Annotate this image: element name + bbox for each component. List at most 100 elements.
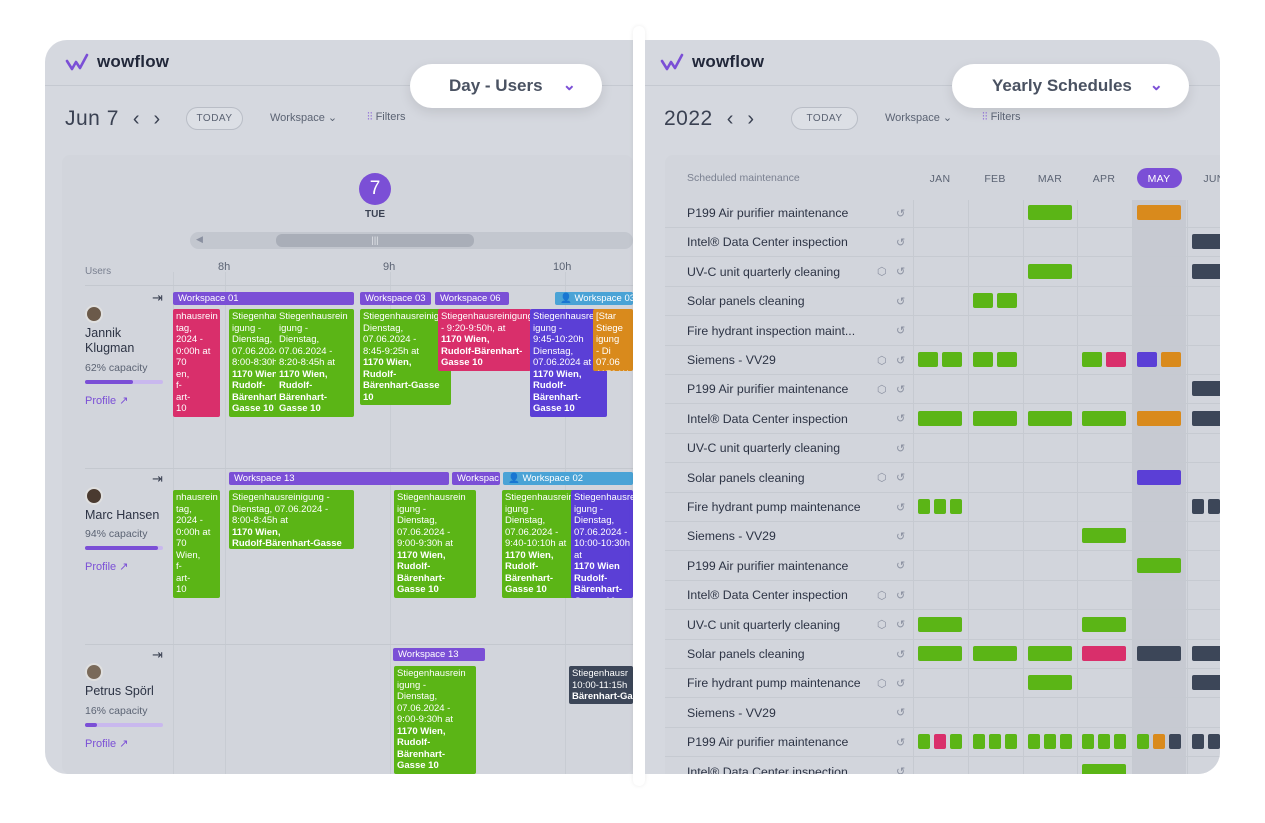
schedule-block[interactable] — [1082, 763, 1126, 774]
schedule-block[interactable] — [1192, 381, 1220, 397]
history-icon[interactable]: ↺ — [896, 236, 906, 249]
schedule-block[interactable] — [1028, 410, 1072, 426]
event-card[interactable]: Stiegenhausr 10:00-11:15h Bärenhart-Ga — [569, 666, 633, 704]
scrollbar-thumb[interactable]: ||| — [276, 234, 474, 247]
maintenance-row[interactable]: Intel® Data Center inspection ↺ — [665, 758, 1220, 774]
schedule-block[interactable] — [1137, 557, 1181, 573]
assign-icon[interactable]: ⇥ — [152, 290, 163, 305]
schedule-block[interactable] — [1153, 734, 1165, 750]
schedule-block[interactable] — [1137, 734, 1149, 750]
schedule-block[interactable] — [1044, 734, 1056, 750]
schedule-block[interactable] — [1169, 734, 1181, 750]
schedule-block[interactable] — [973, 734, 985, 750]
schedule-block[interactable] — [973, 293, 993, 309]
event-card[interactable]: Stiegenhausreinigung - Dienstag, 07.06.2… — [360, 309, 451, 405]
schedule-block[interactable] — [918, 646, 962, 661]
schedule-block[interactable] — [1060, 734, 1072, 750]
maintenance-row[interactable]: P199 Air purifier maintenance ⬡ ↺ — [665, 375, 1220, 405]
schedule-block[interactable] — [1192, 734, 1204, 750]
schedule-block[interactable] — [1208, 499, 1220, 514]
schedule-block[interactable] — [1082, 734, 1094, 750]
schedule-block[interactable] — [1082, 352, 1102, 367]
schedule-block[interactable] — [1137, 352, 1157, 367]
workspace-label[interactable]: Workspace 13 — [229, 472, 449, 485]
event-card[interactable]: Stiegenhausreinigung - 9:20-9:50h, at 117… — [438, 309, 531, 371]
history-icon[interactable]: ↺ — [896, 207, 906, 220]
event-card[interactable]: [Star Stiege igung - Di 07.06 1170 W — [593, 309, 633, 371]
schedule-block[interactable] — [1028, 734, 1040, 750]
history-icon[interactable]: ↺ — [896, 736, 906, 749]
schedule-block[interactable] — [1106, 352, 1126, 367]
schedule-block[interactable] — [1192, 675, 1220, 691]
schedule-block[interactable] — [973, 352, 993, 367]
event-card[interactable]: Stiegenhausreinigung - Dienstag, 07.06.2… — [229, 490, 354, 549]
history-icon[interactable]: ↺ — [896, 383, 906, 396]
today-button[interactable]: TODAY — [791, 107, 858, 130]
maintenance-row[interactable]: Intel® Data Center inspection ↺ — [665, 405, 1220, 434]
event-card[interactable]: Stiegenhausrein igung - Dienstag, 07.06.… — [276, 309, 354, 417]
event-card[interactable]: Stiegenhausrein igung - Dienstag, 07.06.… — [571, 490, 633, 598]
assign-icon[interactable]: ⇥ — [152, 647, 163, 662]
profile-link[interactable]: Profile ↗ — [85, 738, 129, 750]
workspace-label[interactable]: 👤 Workspace 03 — [555, 292, 633, 305]
schedule-block[interactable] — [918, 616, 962, 632]
schedule-block[interactable] — [1114, 734, 1126, 750]
assign-icon[interactable]: ⇥ — [152, 471, 163, 486]
month-header[interactable]: APR — [1092, 173, 1116, 185]
history-icon[interactable]: ↺ — [896, 707, 906, 720]
workspace-label[interactable]: Workspace 06 — [435, 292, 509, 305]
maintenance-row[interactable]: Siemens - VV29 ↺ — [665, 699, 1220, 728]
schedule-block[interactable] — [1082, 616, 1126, 632]
schedule-block[interactable] — [997, 352, 1017, 367]
schedule-block[interactable] — [989, 734, 1001, 750]
day-number-badge[interactable]: 7 — [359, 173, 391, 205]
workspace-label[interactable]: Workspace 03 — [360, 292, 431, 305]
prev-arrow-icon[interactable]: ‹ — [132, 107, 140, 130]
panel-divider[interactable] — [633, 26, 645, 786]
schedule-block[interactable] — [1028, 675, 1072, 691]
horizontal-scrollbar[interactable]: ◀ ||| — [190, 232, 633, 249]
schedule-block[interactable] — [1137, 205, 1181, 220]
event-card[interactable]: Stiegenhausrein igung - Dienstag, 07.06.… — [394, 666, 476, 774]
filters-button[interactable]: ⫶⫶ Filters — [367, 111, 406, 124]
month-header[interactable]: FEB — [984, 173, 1006, 185]
maintenance-row[interactable]: UV-C unit quarterly cleaning ↺ — [665, 434, 1220, 464]
user-name[interactable]: Petrus Spörl — [85, 684, 154, 698]
history-icon[interactable]: ↺ — [896, 266, 906, 279]
month-header[interactable]: JUN — [1203, 173, 1220, 185]
schedule-block[interactable] — [1028, 263, 1072, 279]
history-icon[interactable]: ↺ — [896, 413, 906, 426]
history-icon[interactable]: ↺ — [896, 354, 906, 367]
schedule-block[interactable] — [997, 293, 1017, 309]
workspace-label[interactable]: Workspace 01 — [173, 292, 354, 305]
workspace-dropdown[interactable]: Workspace ⌄ — [270, 111, 337, 124]
scroll-left-icon[interactable]: ◀ — [196, 234, 203, 244]
schedule-block[interactable] — [1005, 734, 1017, 750]
maintenance-row[interactable]: Solar panels cleaning ↺ — [665, 287, 1220, 317]
schedule-block[interactable] — [1082, 528, 1126, 544]
maintenance-row[interactable]: Fire hydrant inspection maint... ↺ — [665, 317, 1220, 346]
workspace-label[interactable]: Workspace 13 — [393, 648, 485, 661]
schedule-block[interactable] — [973, 646, 1017, 661]
profile-link[interactable]: Profile ↗ — [85, 395, 129, 407]
history-icon[interactable]: ↺ — [896, 325, 906, 338]
view-selector[interactable]: Yearly Schedules ⌄ — [952, 64, 1189, 108]
logo[interactable]: wowflow — [65, 52, 169, 72]
maintenance-row[interactable]: Fire hydrant pump maintenance ↺ — [665, 493, 1220, 522]
schedule-block[interactable] — [1192, 410, 1220, 426]
schedule-block[interactable] — [1192, 263, 1220, 279]
event-card[interactable]: Stiegenhausrein igung - Dienstag, 07.06.… — [229, 309, 281, 417]
user-name[interactable]: Jannik Klugman — [85, 326, 135, 355]
schedule-block[interactable] — [1161, 352, 1181, 367]
next-arrow-icon[interactable]: › — [747, 107, 755, 130]
history-icon[interactable]: ↺ — [896, 501, 906, 514]
maintenance-row[interactable]: UV-C unit quarterly cleaning ⬡ ↺ — [665, 611, 1220, 640]
event-card[interactable]: nhausrein tag, 2024 - 0:00h at 70 Wien, … — [173, 490, 220, 598]
maintenance-row[interactable]: Siemens - VV29 ↺ — [665, 522, 1220, 552]
schedule-block[interactable] — [1137, 469, 1181, 485]
workspace-label[interactable]: Workspac — [452, 472, 500, 485]
history-icon[interactable]: ↺ — [896, 472, 906, 485]
user-name[interactable]: Marc Hansen — [85, 508, 160, 522]
schedule-block[interactable] — [918, 499, 930, 514]
history-icon[interactable]: ↺ — [896, 766, 906, 774]
